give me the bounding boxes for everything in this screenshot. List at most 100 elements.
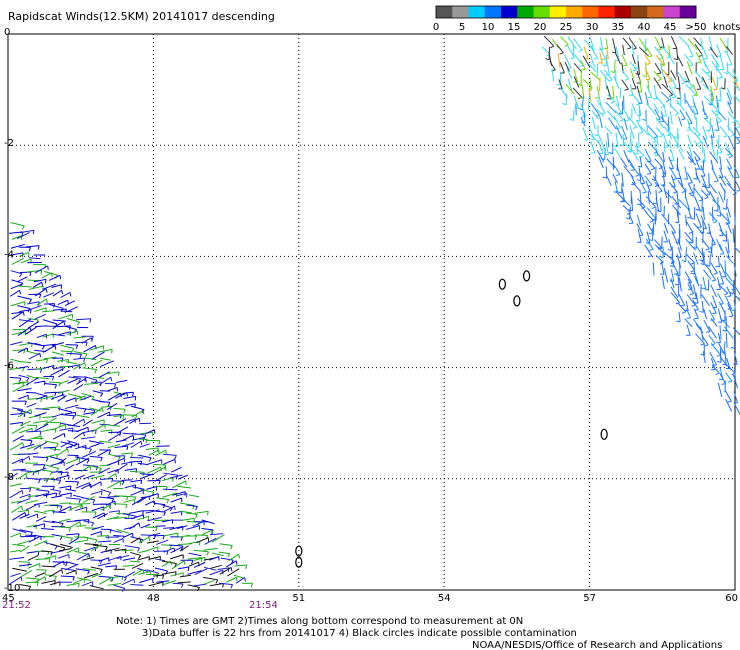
wind-barb [685, 308, 692, 319]
wind-barb-tick [627, 150, 632, 153]
wind-barb-tick [545, 58, 550, 61]
wind-barb-tick [642, 118, 647, 121]
wind-barb [169, 525, 184, 531]
wind-barb [219, 543, 233, 546]
wind-barb-tick [23, 413, 26, 418]
wind-barb [115, 463, 128, 473]
wind-barb-tick [70, 538, 73, 542]
wind-barb [686, 324, 691, 336]
wind-barb-tick [647, 172, 652, 175]
wind-barb-tick [113, 383, 117, 388]
wind-barb [36, 395, 48, 400]
wind-barb [9, 252, 24, 256]
wind-barb-tick [692, 246, 697, 249]
wind-barb [67, 364, 81, 368]
wind-barb [716, 277, 721, 290]
wind-barb [652, 175, 660, 186]
wind-barb [34, 576, 46, 584]
wind-barb [668, 156, 674, 169]
wind-barb [9, 376, 22, 379]
wind-barb [717, 255, 720, 268]
wind-barb [172, 491, 186, 496]
wind-barb [668, 126, 672, 140]
wind-barb [92, 512, 105, 519]
wind-barb-tick [139, 537, 142, 542]
wind-barb-tick [713, 272, 718, 275]
wind-barb [733, 391, 738, 404]
wind-barb [145, 447, 159, 450]
wind-barb-tick [171, 519, 174, 524]
wind-barb [34, 467, 47, 473]
wind-barb [60, 575, 75, 578]
wind-barb-tick [688, 182, 693, 184]
wind-barb [36, 392, 47, 397]
wind-barb [148, 555, 161, 560]
wind-barb [98, 467, 111, 475]
wind-barb [604, 69, 613, 81]
wind-barb [26, 524, 37, 528]
wind-barb-tick [723, 72, 729, 75]
wind-barb-tick [126, 392, 128, 397]
grid-lines [8, 33, 735, 590]
wind-barb [137, 495, 150, 504]
wind-barb [163, 547, 175, 553]
wind-barb-tick [656, 210, 662, 213]
wind-barb [710, 85, 715, 101]
wind-barb-tick [36, 581, 39, 586]
y-tick-label: 0 [4, 27, 10, 38]
wind-barb [42, 395, 54, 400]
wind-barb [20, 258, 32, 264]
wind-barb [12, 468, 27, 471]
x-tick-label: 60 [725, 593, 738, 604]
wind-barb [162, 505, 175, 513]
wind-barb [81, 450, 96, 458]
wind-barb-tick [635, 73, 640, 76]
wind-barb-tick [125, 496, 129, 501]
wind-barb [670, 292, 680, 303]
wind-barb [701, 45, 709, 59]
wind-barb [583, 46, 589, 59]
wind-barb [147, 516, 162, 522]
wind-barb-tick [635, 174, 640, 177]
wind-barb [614, 52, 622, 65]
wind-barb [219, 566, 232, 575]
wind-barb [81, 581, 93, 587]
wind-barb [727, 135, 735, 150]
wind-barb [51, 351, 65, 356]
wind-barb [662, 132, 669, 148]
wind-barb-tick [688, 241, 693, 244]
wind-barb [140, 509, 155, 512]
wind-barb-tick [143, 434, 147, 439]
wind-barb [644, 92, 649, 105]
wind-barb [687, 134, 693, 148]
wind-barb [700, 326, 704, 341]
time-label-middle: 21:54 [249, 600, 278, 611]
wind-barb [589, 79, 592, 91]
wind-barb [10, 270, 22, 275]
wind-barb [187, 570, 202, 575]
wind-barb [91, 424, 105, 433]
wind-barb [25, 499, 38, 504]
wind-barb [644, 54, 651, 64]
wind-barb [27, 563, 40, 569]
wind-barb-tick [707, 250, 712, 254]
wind-barb [560, 36, 569, 45]
wind-barb [573, 62, 583, 73]
wind-barb-tick [72, 415, 75, 420]
footnotes: Note: 1) Times are GMT 2)Times along bot… [116, 616, 722, 650]
wind-barb-tick [658, 190, 663, 193]
colorbar-swatch [582, 6, 599, 18]
wind-barb [60, 441, 73, 446]
colorbar-label: >50 [685, 22, 706, 33]
wind-barb [628, 206, 631, 220]
wind-barb [724, 260, 727, 274]
wind-barb [59, 492, 72, 496]
wind-barb [670, 35, 678, 49]
colorbar-label: 5 [459, 22, 465, 33]
wind-barb [89, 481, 101, 488]
wind-barb [130, 440, 142, 449]
wind-barb-tick [666, 134, 671, 137]
wind-barb-tick [123, 409, 126, 414]
wind-barb [587, 95, 590, 111]
wind-barb-tick [181, 547, 183, 552]
